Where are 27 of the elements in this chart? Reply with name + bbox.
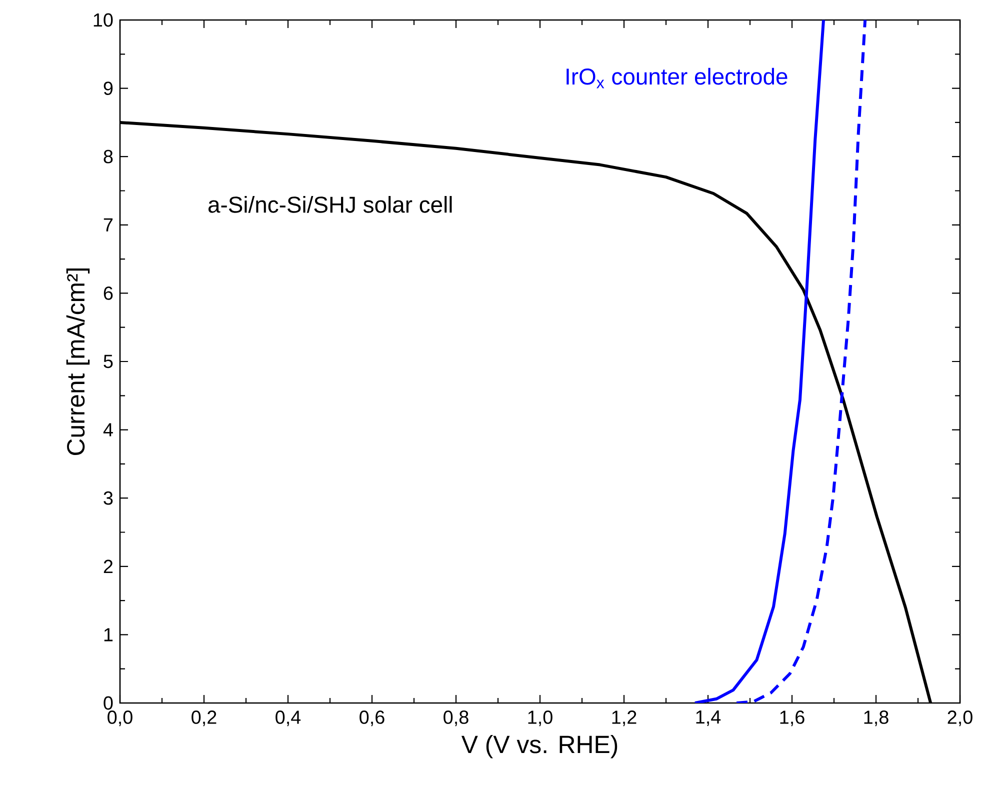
text: a-Si/nc-Si/SHJ solar cell xyxy=(208,196,452,213)
series-label: IrO$_{x}$ counter electrode xyxy=(566,68,788,88)
x-tick-label: 1,2 xyxy=(612,710,636,726)
y-tick-label: 7 xyxy=(104,218,113,232)
x-tick-label: 1,8 xyxy=(864,710,888,726)
x-tick-label: 0,2 xyxy=(192,710,216,726)
y-tick-label: 4 xyxy=(103,423,113,436)
y-tick-label: 2 xyxy=(104,560,113,574)
y-tick-label: 9 xyxy=(104,82,113,95)
x-tick-label: 1,0 xyxy=(528,710,552,726)
x-axis-title: V (V vs. RHE) xyxy=(461,735,618,758)
x-tick-label: 0,0 xyxy=(108,710,132,726)
y-tick-label: 8 xyxy=(104,150,113,164)
x-tick-label: 1,6 xyxy=(780,710,804,726)
y-tick-label: 0 xyxy=(104,696,113,710)
y-tick-label: 10 xyxy=(94,13,113,27)
x-tick-label: 0,6 xyxy=(360,710,384,726)
y-tick-label: 6 xyxy=(104,286,113,300)
line-series xyxy=(693,20,826,703)
x-tick-label: 0,8 xyxy=(444,710,468,726)
x-tick-label: 2,0 xyxy=(948,710,972,726)
y-tick-label: 3 xyxy=(104,491,113,505)
y-axis-title: Current [mA/cm²] xyxy=(66,268,90,456)
x-tick-label: 1,4 xyxy=(696,710,721,726)
y-tick-label: 1 xyxy=(104,628,113,642)
y-tick-label: 5 xyxy=(104,354,113,368)
x-tick-label: 0,4 xyxy=(276,710,301,726)
